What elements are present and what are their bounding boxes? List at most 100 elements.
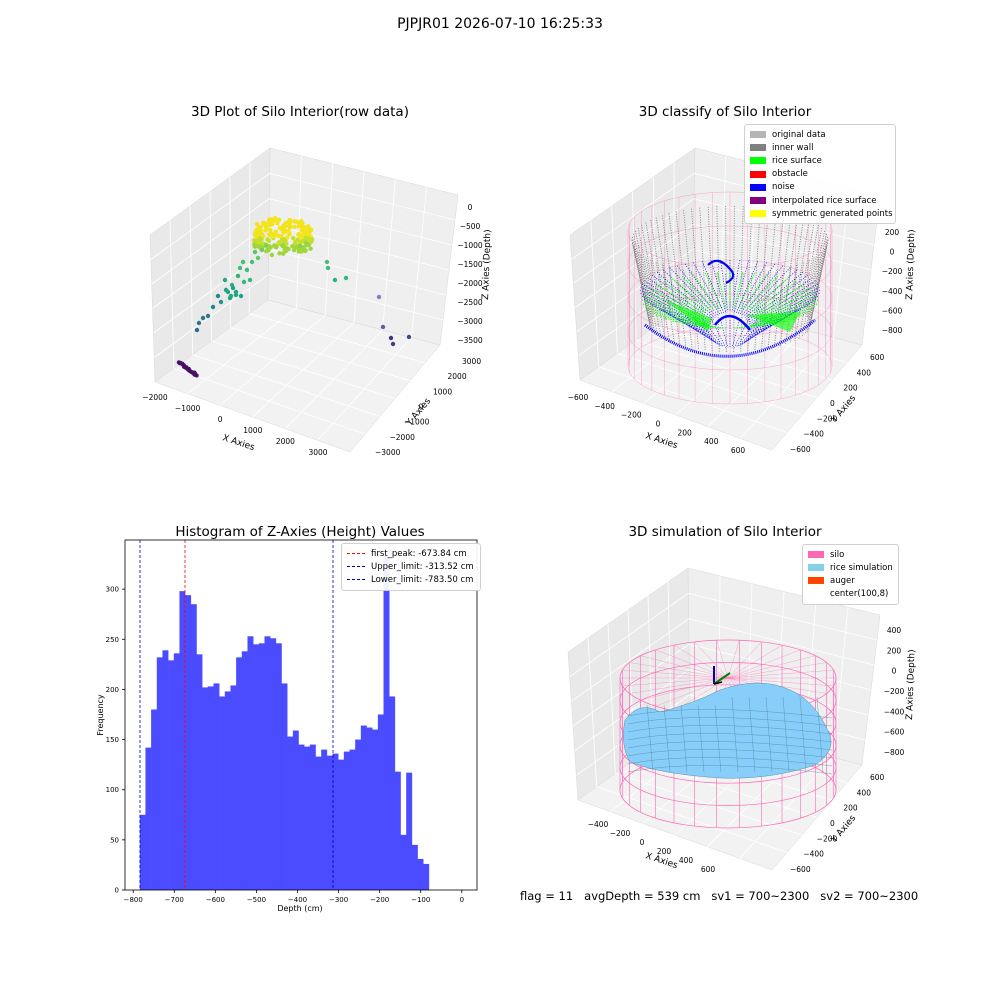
data-point	[257, 239, 262, 244]
panel4-legend: silo rice simulation auger center(100,8)	[802, 544, 899, 605]
panel3-ylabel: Frequency	[96, 694, 105, 736]
inner-wall	[804, 228, 823, 316]
tick-label: −600	[882, 306, 903, 315]
data-point	[266, 238, 272, 243]
histogram-bar	[219, 696, 226, 890]
inner-wall	[716, 273, 720, 353]
histogram-bar	[207, 686, 214, 890]
data-point	[390, 341, 396, 347]
legend-item: Lower_limit: -783.50 cm	[347, 573, 475, 586]
data-point	[247, 277, 253, 283]
data-point	[259, 247, 265, 253]
rice-surface	[704, 272, 722, 309]
data-point	[240, 259, 246, 265]
tick-label: −3000	[457, 317, 483, 326]
histogram-bar	[394, 771, 401, 890]
inner-wall	[779, 213, 792, 304]
data-point	[288, 220, 293, 225]
inner-wall	[733, 273, 735, 353]
noise	[676, 265, 719, 316]
tick-label: 400	[887, 626, 902, 635]
data-point	[237, 265, 243, 271]
legend-label: silo	[830, 549, 845, 560]
data-point	[324, 259, 330, 265]
data-point	[296, 249, 301, 254]
tick-label: −1500	[457, 260, 483, 269]
noise	[710, 319, 727, 348]
data-point	[276, 233, 281, 239]
legend-swatch	[750, 210, 766, 218]
rice-surface	[758, 291, 815, 316]
inner-wall	[809, 236, 829, 323]
histogram-bar	[145, 747, 152, 890]
inner-wall	[801, 225, 819, 314]
x-tick-label: −100	[411, 896, 430, 904]
histogram-bar	[258, 643, 265, 890]
data-point	[196, 320, 202, 326]
rice-surface	[682, 276, 715, 310]
y-tick-label: 0	[115, 887, 119, 895]
grid-line	[249, 313, 426, 364]
tick-label: 200	[678, 428, 693, 437]
y-tick-label: 50	[110, 836, 119, 844]
surface-mesh	[627, 749, 833, 759]
noise	[749, 289, 821, 331]
data-point	[274, 244, 279, 250]
tick-label: −200	[882, 267, 903, 276]
data-point	[230, 285, 236, 291]
data-point	[272, 215, 278, 221]
data-point	[228, 293, 234, 299]
tick-label: −400	[594, 402, 615, 411]
data-point	[284, 246, 289, 251]
tick-label: 3000	[308, 448, 327, 457]
data-point	[254, 221, 260, 227]
inner-wall	[740, 206, 744, 299]
silo-roof	[727, 655, 816, 679]
data-point	[343, 275, 349, 281]
noise	[639, 289, 711, 331]
histogram-bar	[411, 844, 418, 890]
tick-label: −600	[884, 728, 905, 737]
inner-wall	[798, 257, 815, 340]
data-point	[376, 294, 382, 300]
noise	[720, 260, 729, 313]
data-point	[268, 227, 273, 233]
histogram-bar	[213, 683, 220, 890]
inner-wall	[725, 273, 727, 353]
tick-label: 400	[679, 856, 694, 865]
inner-wall	[798, 222, 815, 312]
plot-frame	[124, 539, 478, 891]
rice-surface	[757, 287, 811, 315]
surface-mesh	[680, 704, 688, 773]
rice-surface	[738, 272, 756, 309]
legend-item: symmetric generated points	[750, 207, 893, 220]
data-point	[297, 243, 303, 249]
legend-line	[347, 566, 365, 568]
x-tick-label: −700	[165, 896, 184, 904]
tick-label: −800	[882, 326, 903, 335]
histogram-bar	[400, 834, 407, 890]
histogram-bar	[332, 753, 339, 890]
inner-wall	[631, 239, 651, 326]
noise	[737, 317, 767, 347]
data-point	[238, 293, 244, 299]
tick-label: −400	[884, 707, 905, 716]
legend-item: center(100,8)	[808, 588, 893, 601]
legend-item: Upper_limit: -313.52 cm	[347, 560, 475, 573]
surface-mesh	[627, 733, 833, 743]
histogram-bar	[355, 739, 362, 890]
data-point	[241, 279, 247, 285]
center-marker	[713, 672, 731, 685]
legend-label: Lower_limit: -783.50 cm	[371, 574, 474, 585]
data-point	[252, 249, 258, 255]
histogram-bar	[298, 744, 305, 890]
tick-label: −600	[568, 393, 589, 402]
legend-item: first_peak: -673.84 cm	[347, 547, 475, 560]
y-tick-label: 200	[106, 686, 119, 694]
data-point	[264, 249, 269, 254]
legend-swatch	[750, 183, 766, 191]
tick-label: 0	[640, 838, 645, 847]
noise	[731, 260, 740, 313]
noise	[749, 286, 820, 329]
